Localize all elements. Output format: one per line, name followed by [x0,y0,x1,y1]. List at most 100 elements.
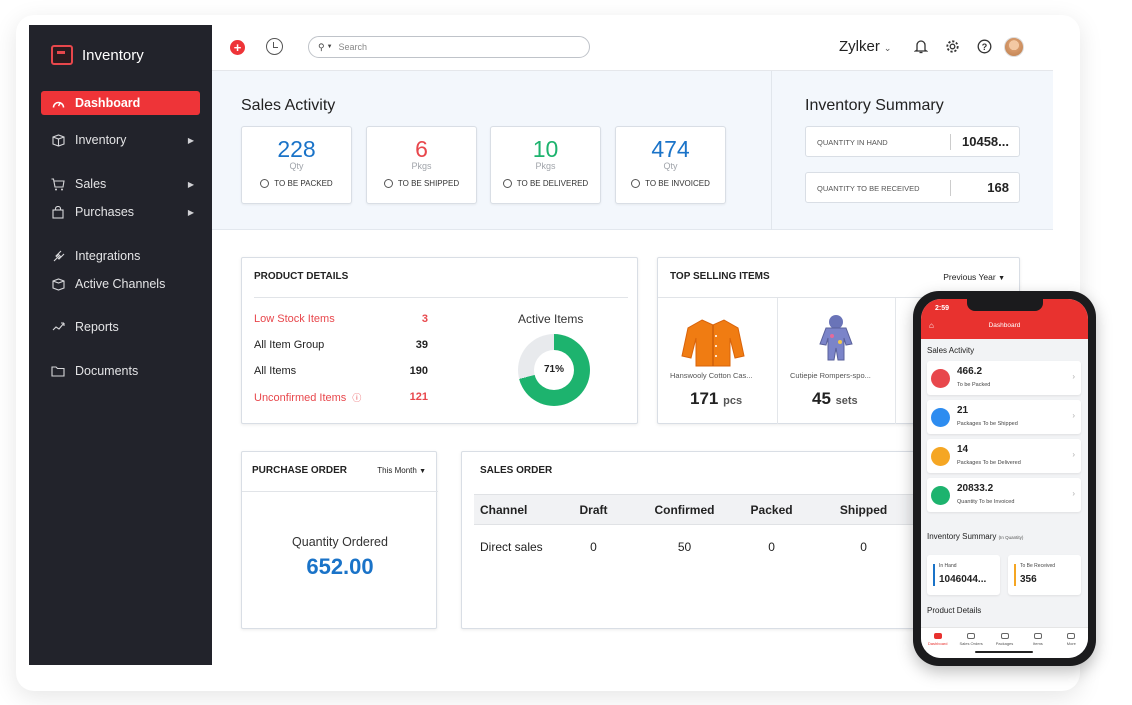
sidebar-item-reports[interactable]: Reports [41,315,200,339]
card-label: To be Packed [957,382,991,388]
row-value: 190 [409,365,428,377]
stat-label: TO BE SHIPPED [397,179,460,188]
stat-value: 474 [651,136,690,162]
gear-icon[interactable] [944,39,960,55]
stat-unit: Pkgs [535,161,556,171]
stat-value: 10 [532,136,559,162]
home-icon[interactable]: ⌂ [929,321,934,330]
stat-card-to-be-shipped[interactable]: 6 Pkgs TO BE SHIPPED [366,126,477,204]
tab-more[interactable]: More [1055,628,1088,658]
sidebar-item-purchases[interactable]: Purchases ▶ [41,200,200,224]
organization-switcher[interactable]: Zylker ⌄ [839,38,891,55]
table-row[interactable]: Direct sales 0 50 0 0 [474,525,934,569]
row-value: 121 [409,391,428,403]
quantity-to-be-received-row[interactable]: QUANTITY TO BE RECEIVED 168 [805,172,1020,203]
inventory-logo-icon [51,45,73,65]
plug-icon [50,248,66,264]
item-name: Cutiepie Rompers-spo... [790,371,871,380]
cell-shipped: 0 [860,540,867,554]
to-receive-label: To Be Received [1020,563,1056,569]
inventory-summary-title: Inventory Summary [805,97,944,114]
sidebar-item-active-channels[interactable]: Active Channels [41,272,200,296]
quick-create-button[interactable]: + [230,40,245,55]
sidebar-item-inventory[interactable]: Inventory ▶ [41,128,200,152]
panel-title: TOP SELLING ITEMS [670,271,770,282]
sidebar-item-documents[interactable]: Documents [41,359,200,383]
reports-icon [50,319,66,335]
search-placeholder: Search [338,42,368,52]
stat-card-to-be-invoiced[interactable]: 474 Qty TO BE INVOICED [615,126,726,204]
mobile-tab-bar: Dashboard Sales Orders Packages Items Mo… [921,627,1088,658]
accent-bar [933,564,935,586]
user-avatar[interactable] [1004,37,1024,57]
tab-packages[interactable]: Packages [988,628,1021,658]
sidebar-item-integrations[interactable]: Integrations [41,244,200,268]
stat-value: 228 [277,136,316,162]
dashboard-icon [50,95,66,111]
info-icon: ⓘ [352,393,362,403]
column-header: Packed [750,502,793,517]
delivery-circle-icon [502,179,512,188]
search-input[interactable]: ⚲ ▼ Search [308,36,590,58]
tab-sales-orders[interactable]: Sales Orders [954,628,987,658]
tab-dashboard[interactable]: Dashboard [921,628,954,658]
stat-card-to-be-delivered[interactable]: 10 Pkgs TO BE DELIVERED [490,126,601,204]
divider [254,297,628,298]
card-label: Packages To be Delivered [957,460,1021,466]
low-stock-items-link[interactable]: Low Stock Items 3 [254,313,428,325]
sidebar-item-label: Integrations [75,249,141,263]
caret-down-icon: ▼ [998,275,1005,282]
help-icon[interactable]: ? [976,39,992,55]
sidebar-item-dashboard[interactable]: Dashboard [41,91,200,115]
card-label: Quantity To be Invoiced [957,499,1015,505]
sales-order-panel: SALES ORDER Channel Draft Confirmed Pack… [461,451,934,629]
period-dropdown[interactable]: This Month ▼ [377,466,426,475]
row-label: All Items [254,365,297,377]
summary-label: QUANTITY TO BE RECEIVED [817,184,920,193]
top-item-2[interactable]: Cutiepie Rompers-spo... 45 sets [778,298,896,424]
divider [658,297,1021,298]
stat-value: 6 [415,136,428,162]
quantity-in-hand-row[interactable]: QUANTITY IN HAND 10458... [805,126,1020,157]
top-item-1[interactable]: Hanswooly Cotton Cas... 171 pcs [658,298,778,424]
mobile-to-receive-card[interactable]: To Be Received 356 [1008,555,1081,595]
chevron-right-icon: › [1072,450,1075,459]
mobile-product-details-title: Product Details [927,606,982,615]
tab-label: Items [1033,641,1043,646]
sales-activity-title: Sales Activity [241,97,336,114]
period-dropdown[interactable]: Previous Year ▼ [943,272,1005,282]
panel-title: SALES ORDER [480,465,553,476]
tab-items[interactable]: Items [1021,628,1054,658]
expand-arrow-icon: ▶ [187,135,194,145]
summary-value: 168 [987,180,1009,195]
sidebar-item-sales[interactable]: Sales ▶ [41,172,200,196]
chevron-right-icon: › [1072,372,1075,381]
stat-card-to-be-packed[interactable]: 228 Qty TO BE PACKED [241,126,352,204]
divider [950,134,951,150]
search-filter-caret-icon[interactable]: ▼ [326,44,333,50]
recent-history-icon[interactable] [266,38,283,55]
mobile-card-to-be-delivered[interactable]: 14 Packages To be Delivered › [927,439,1081,473]
mobile-in-hand-card[interactable]: In Hand 1046044... [927,555,1000,595]
sidebar-item-label: Reports [75,320,119,334]
accent-bar [1014,564,1016,586]
summary-value: 10458... [962,134,1009,149]
mobile-title: Dashboard [988,322,1021,329]
brand: Inventory [51,45,144,65]
cardigan-image [681,319,745,367]
bell-icon[interactable] [913,39,929,55]
chevron-right-icon: › [1072,411,1075,420]
product-details-panel: PRODUCT DETAILS Low Stock Items 3 All It… [241,257,638,424]
all-items-link[interactable]: All Items 190 [254,365,428,377]
table-header: Channel Draft Confirmed Packed Shipped [474,494,934,525]
sidebar-item-label: Sales [75,177,107,191]
all-item-group-link[interactable]: All Item Group 39 [254,339,428,351]
unconfirmed-items-link[interactable]: Unconfirmed Items ⓘ 121 [254,391,428,404]
mobile-card-to-be-invoiced[interactable]: 20833.2 Quantity To be Invoiced › [927,478,1081,512]
mobile-card-to-be-shipped[interactable]: 21 Packages To be Shipped › [927,400,1081,434]
truck-circle-icon [383,179,393,188]
items-icon [1033,633,1042,639]
cell-confirmed: 50 [677,540,692,554]
stat-unit: Qty [663,161,678,171]
mobile-card-to-be-packed[interactable]: 466.2 To be Packed › [927,361,1081,395]
